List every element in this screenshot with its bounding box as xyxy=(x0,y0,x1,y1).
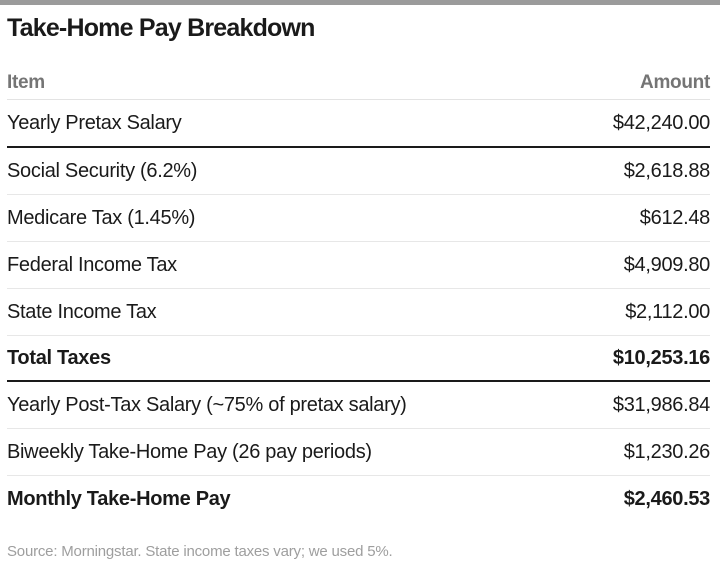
row-item-label: Medicare Tax (1.45%) xyxy=(7,206,196,229)
row-amount-value: $42,240.00 xyxy=(612,111,710,134)
table-row-monthly-take-home: Monthly Take-Home Pay $2,460.53 xyxy=(7,476,710,522)
table-row: Yearly Pretax Salary $42,240.00 xyxy=(7,100,710,148)
table-card: Take-Home Pay Breakdown Item Amount Year… xyxy=(0,16,720,560)
row-amount-value: $2,618.88 xyxy=(623,159,711,182)
row-item-label: Monthly Take-Home Pay xyxy=(7,487,231,510)
row-item-label: Federal Income Tax xyxy=(7,253,177,276)
row-amount-value: $4,909.80 xyxy=(623,253,711,276)
table-row-total-taxes: Total Taxes $10,253.16 xyxy=(7,336,710,382)
column-header-amount: Amount xyxy=(640,72,710,93)
row-amount-value: $10,253.16 xyxy=(612,346,710,369)
row-item-label: Social Security (6.2%) xyxy=(7,159,198,182)
table-row: Yearly Post-Tax Salary (~75% of pretax s… xyxy=(7,382,710,429)
source-note: Source: Morningstar. State income taxes … xyxy=(7,543,393,560)
row-item-label: Yearly Pretax Salary xyxy=(7,111,182,134)
row-item-label: Yearly Post-Tax Salary (~75% of pretax s… xyxy=(7,393,407,416)
row-amount-value: $1,230.26 xyxy=(623,440,711,463)
row-amount-value: $612.48 xyxy=(639,206,711,229)
column-header-item: Item xyxy=(7,72,45,93)
table-row: Biweekly Take-Home Pay (26 pay periods) … xyxy=(7,429,710,476)
table-row: Social Security (6.2%) $2,618.88 xyxy=(7,148,710,195)
page-title: Take-Home Pay Breakdown xyxy=(7,14,315,42)
row-item-label: Total Taxes xyxy=(7,346,111,369)
table-row: State Income Tax $2,112.00 xyxy=(7,289,710,336)
row-item-label: State Income Tax xyxy=(7,300,157,323)
row-amount-value: $2,112.00 xyxy=(625,300,710,323)
table-row: Medicare Tax (1.45%) $612.48 xyxy=(7,195,710,242)
top-accent-bar xyxy=(0,0,720,5)
table-row: Federal Income Tax $4,909.80 xyxy=(7,242,710,289)
row-item-label: Biweekly Take-Home Pay (26 pay periods) xyxy=(7,440,372,463)
table-header-row: Item Amount xyxy=(7,41,710,100)
row-amount-value: $2,460.53 xyxy=(623,487,711,510)
row-amount-value: $31,986.84 xyxy=(612,393,710,416)
